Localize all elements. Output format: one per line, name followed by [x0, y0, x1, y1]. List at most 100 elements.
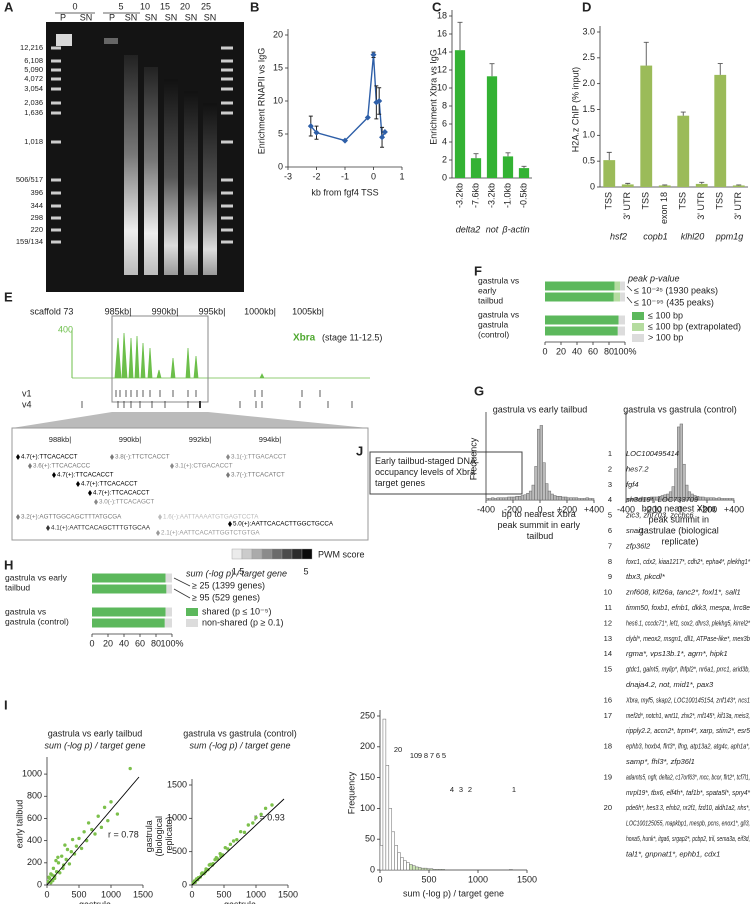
point [74, 844, 79, 848]
category-label: TSS [678, 192, 688, 210]
panel-label: H [4, 557, 13, 572]
point [128, 766, 132, 771]
hist-bar [518, 496, 522, 501]
category-label: 3' UTR [733, 192, 743, 220]
panel-label: J [356, 443, 363, 458]
bar-segment [613, 292, 621, 302]
bar-segment [92, 607, 166, 617]
point [254, 815, 258, 820]
hist-bar [717, 497, 721, 501]
point [82, 830, 86, 834]
y-tick-label: 2 [442, 154, 447, 164]
legend-swatch [186, 619, 198, 627]
y-tick-label: 6 [442, 118, 447, 128]
gene-line: LOC100495414 [626, 449, 679, 458]
bar [695, 183, 708, 187]
gene-line: adamts5, ngfr, delta2, c17orf63*, mcc, b… [626, 772, 750, 781]
ladder-band [221, 101, 233, 105]
gene-line: mef2d*, notch1, wnt11, zhx2*, rnf145*, k… [626, 711, 750, 720]
leader [173, 588, 191, 599]
hist-bar [591, 498, 595, 501]
x-tick-label: -3 [284, 171, 292, 181]
motif-marker [16, 514, 20, 520]
category-label: TSS [604, 192, 614, 210]
ladder-band [221, 77, 233, 81]
hist-bar [379, 845, 384, 871]
category-label: gastrula vs gastrula (control) [5, 607, 69, 627]
point [226, 847, 230, 851]
hist-bar [569, 497, 573, 501]
ladder-label: 4,072 [24, 74, 43, 83]
annotation: sum (-log p) / target gene [186, 568, 287, 578]
ladder-band [51, 101, 61, 105]
hist-bar [545, 483, 549, 501]
kb-label: 990kb| [152, 306, 179, 316]
motif-label: 3.6(+):TTCACACCC [33, 463, 91, 470]
ladder-label: 220 [30, 225, 43, 234]
hist-bar [534, 466, 538, 501]
point [93, 832, 97, 836]
motif-label: 3.7(-):TTCACATCT [231, 472, 285, 479]
hist-bar [706, 497, 710, 501]
group-label: hsf2 [610, 231, 627, 241]
point [102, 805, 107, 810]
point [370, 51, 377, 58]
gene-line: tal1*, gnpnat1*, ephb1, cdx1 [626, 849, 720, 858]
hist-bar [553, 495, 557, 501]
annotation: 2 [468, 785, 472, 794]
gene-rank: 16 [604, 695, 612, 704]
panel-label: B [250, 0, 259, 14]
point [218, 851, 222, 856]
point [381, 129, 388, 136]
hist-bar [709, 497, 713, 501]
hist-bar [504, 497, 508, 501]
x-tick-label: 0 [371, 171, 376, 181]
y-tick-label: 16 [437, 28, 447, 38]
hist-bar [704, 497, 708, 501]
error-bar [473, 153, 479, 159]
annotation: ≤ 10⁻⁹⁵ (435 peaks) [634, 297, 714, 307]
gene-line: timm50, foxb1, efnb1, dkk3, mespa, lrrc8… [626, 603, 750, 612]
lane-label: SN [80, 12, 93, 22]
y-tick-label: 200 [27, 857, 42, 867]
chart-subtitle: sum (-log p) / target gene [189, 740, 290, 750]
ladder-band [51, 178, 61, 182]
kb-label: 985kb| [105, 306, 132, 316]
x-tick-label: 100% [613, 346, 636, 356]
hist-bar [588, 498, 592, 501]
gene-line: fgf4 [626, 480, 639, 489]
hist-bar [712, 497, 716, 501]
motif-marker [88, 490, 92, 496]
y-tick-label: 100 [360, 803, 375, 813]
bar-segment [165, 573, 172, 583]
hist-bar [415, 866, 419, 871]
x-tick-label: 0 [189, 889, 194, 899]
point [203, 869, 208, 874]
hist-bar [420, 867, 425, 871]
lane-smear [124, 55, 138, 275]
point [242, 830, 247, 835]
hist-bar [385, 765, 390, 871]
category-label: -3.2kb [454, 183, 464, 208]
ladder-band [51, 240, 61, 244]
ladder-label: 5,090 [24, 65, 43, 74]
row-label: v4 [22, 399, 32, 409]
motif-marker [158, 514, 162, 520]
gene-line: zfp36l2 [625, 541, 651, 550]
motif-label: 4.7(+):TTCACACCT [93, 490, 150, 497]
legend-swatch [241, 548, 253, 560]
ladder-band [221, 178, 233, 182]
motif-label: 4.7(+):TTCACACCT [21, 454, 78, 461]
gene-rank: 7 [608, 541, 612, 550]
error-bar [662, 184, 668, 186]
ladder-label: 298 [30, 213, 43, 222]
point [77, 836, 81, 841]
chart-subtitle: sum (-log p) / target gene [44, 740, 145, 750]
legend-swatch [261, 548, 273, 560]
ladder-band [221, 140, 233, 144]
category-label: exon 18 [659, 192, 669, 224]
hist-bar [528, 490, 533, 501]
hist-bar [491, 497, 495, 501]
motif-label: 4.7(+):TTCACACCT [57, 472, 114, 479]
x-tick-label: -400 [477, 504, 495, 514]
